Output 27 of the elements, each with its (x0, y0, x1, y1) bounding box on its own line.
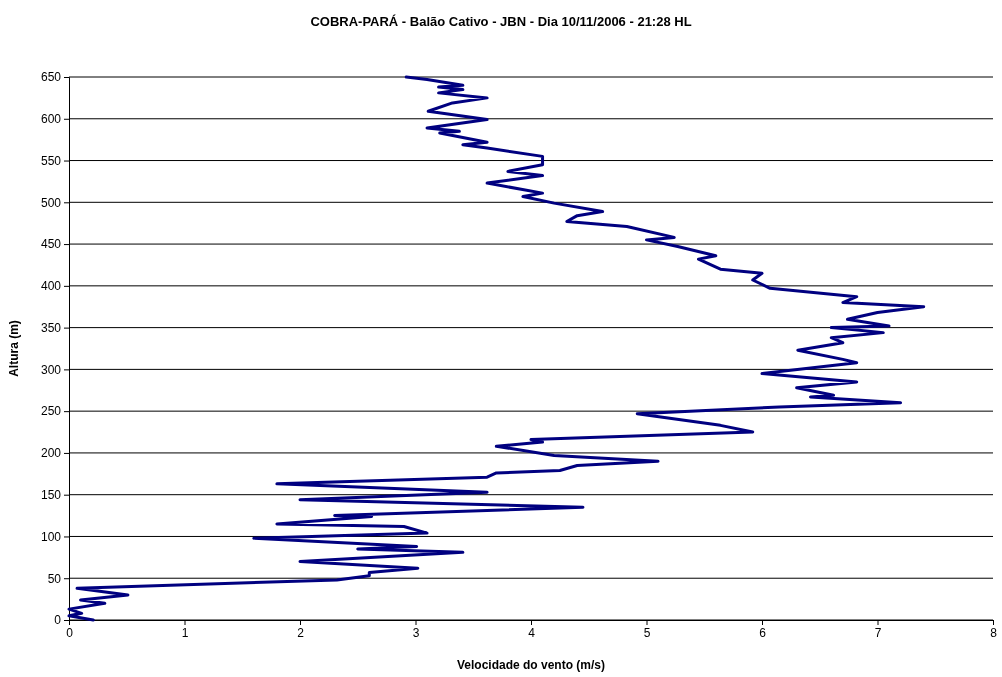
x-tick-label: 2 (297, 625, 305, 640)
y-tick-label: 300 (40, 362, 62, 377)
x-tick-label: 5 (643, 625, 651, 640)
x-tick-label: 0 (66, 625, 74, 640)
y-tick-label: 600 (40, 112, 62, 127)
y-tick-label: 450 (40, 237, 62, 252)
y-tick-label: 200 (40, 446, 62, 461)
y-axis-title: Altura (m) (7, 320, 21, 377)
x-tick-label: 6 (759, 625, 767, 640)
x-tick-label: 7 (874, 625, 882, 640)
y-tick-label: 100 (40, 529, 62, 544)
y-tick-label: 550 (40, 153, 62, 168)
x-tick-label: 1 (181, 625, 189, 640)
y-tick-label: 350 (40, 320, 62, 335)
x-tick-label: 3 (412, 625, 420, 640)
y-tick-label: 250 (40, 404, 62, 419)
x-axis-title: Velocidade do vento (m/s) (456, 658, 606, 672)
y-tick-label: 500 (40, 195, 62, 210)
line-series (67, 75, 926, 622)
y-tick-label: 50 (47, 571, 62, 586)
y-tick-label: 0 (54, 613, 62, 628)
y-tick-label: 400 (40, 279, 62, 294)
y-tick-label: 150 (40, 488, 62, 503)
x-tick-label: 8 (990, 625, 998, 640)
x-tick-label: 4 (528, 625, 536, 640)
y-tick-label: 650 (40, 70, 62, 85)
chart-title: COBRA-PARÁ - Balão Cativo - JBN - Dia 10/11/2006 - 21:28 HL (310, 14, 692, 29)
